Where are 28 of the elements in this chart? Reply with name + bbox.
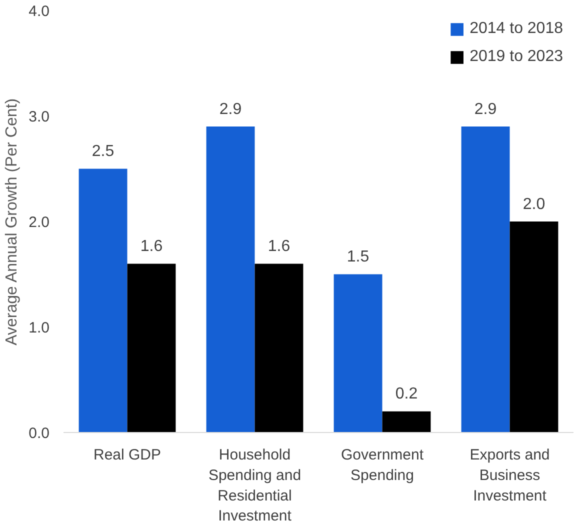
data-label: 0.2 [395, 386, 418, 403]
data-label: 1.6 [268, 238, 290, 256]
y-tick-label: 2.0 [28, 214, 50, 231]
y-axis-title: Average Annual Growth (Per Cent) [4, 98, 21, 346]
bar [78, 168, 128, 432]
bar [510, 222, 558, 432]
bar [382, 411, 431, 432]
data-label: 1.6 [140, 238, 163, 256]
data-label: 2.5 [92, 143, 114, 160]
data-label: 2.9 [219, 100, 242, 118]
x-tick-label: Real GDP [93, 446, 162, 464]
y-tick-label: 0.0 [28, 425, 50, 442]
y-tick-label: 4.0 [28, 3, 50, 20]
data-label: 2.0 [522, 196, 546, 213]
data-label: 1.5 [346, 248, 370, 266]
bar [254, 264, 304, 432]
x-tick-label: Exports and Business Investment [470, 446, 550, 504]
x-tick-label: Government Spending [340, 446, 424, 484]
y-tick-label: 3.0 [28, 108, 50, 126]
legend-label: 2019 to 2023 [470, 48, 563, 66]
bar [206, 126, 255, 432]
data-label: 2.9 [474, 100, 497, 118]
legend-label: 2014 to 2018 [470, 20, 563, 38]
y-tick-label: 1.0 [28, 320, 50, 336]
x-tick-label: Household Spending and Residential Investment [208, 446, 302, 525]
bar [334, 274, 382, 432]
bar [461, 126, 510, 432]
bar [127, 264, 176, 432]
